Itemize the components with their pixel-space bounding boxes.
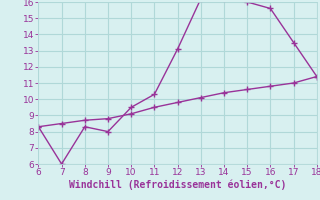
X-axis label: Windchill (Refroidissement éolien,°C): Windchill (Refroidissement éolien,°C) bbox=[69, 180, 286, 190]
